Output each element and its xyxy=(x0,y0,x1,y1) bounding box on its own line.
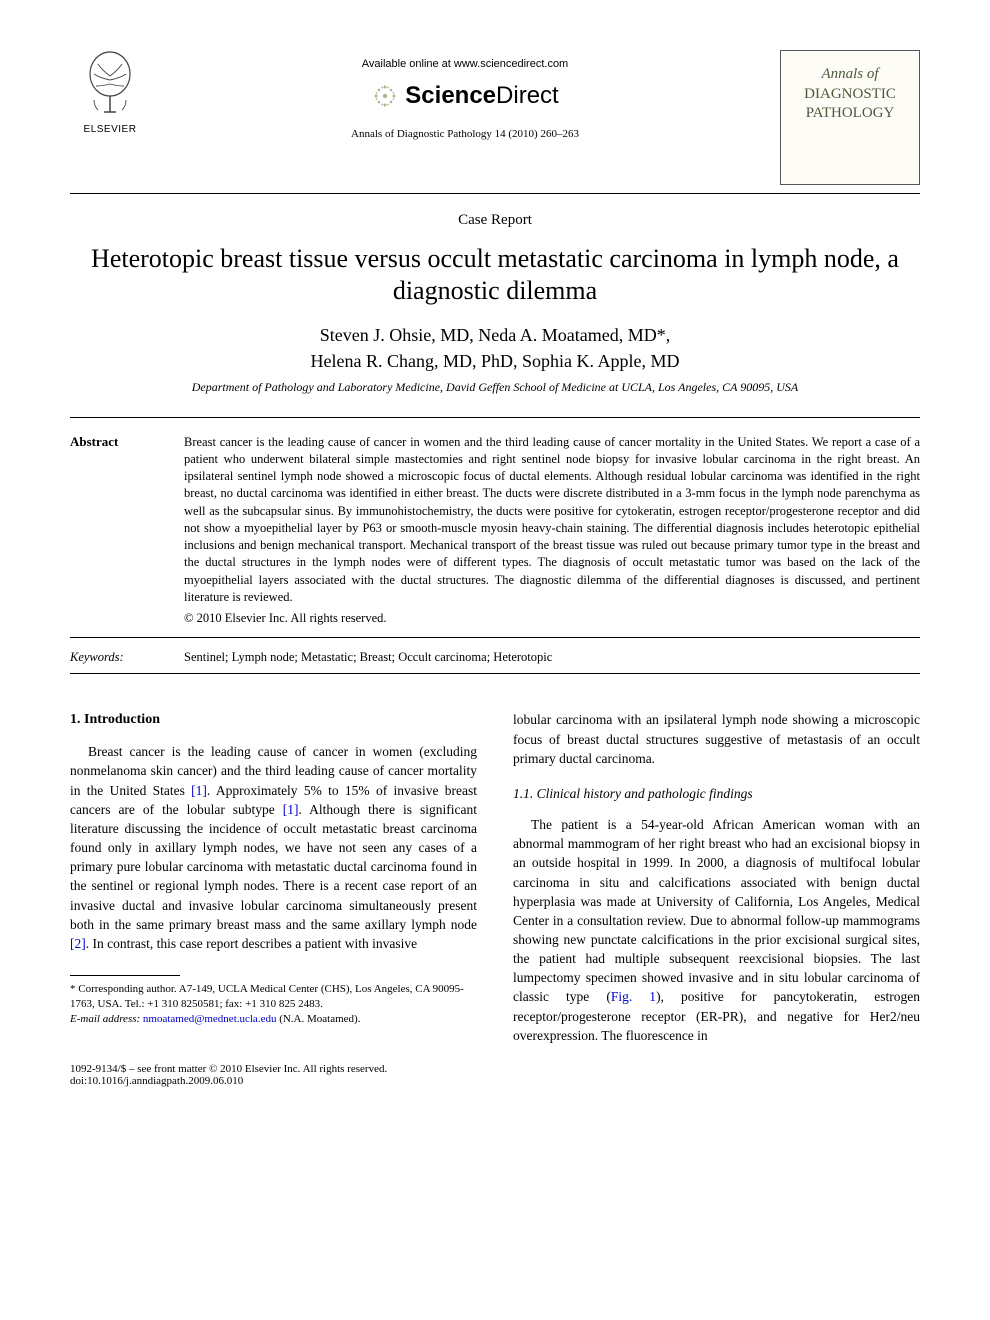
body-columns: 1. Introduction Breast cancer is the lea… xyxy=(70,710,920,1045)
intro-paragraph-cont: lobular carcinoma with an ipsilateral ly… xyxy=(513,710,920,767)
intro-paragraph: Breast cancer is the leading cause of ca… xyxy=(70,742,477,953)
affiliation: Department of Pathology and Laboratory M… xyxy=(70,380,920,395)
keywords-label: Keywords: xyxy=(70,650,160,665)
article-type: Case Report xyxy=(70,212,920,229)
citation-link-2[interactable]: [2] xyxy=(70,936,86,951)
publisher-logo-block: ELSEVIER xyxy=(70,50,150,135)
left-column: 1. Introduction Breast cancer is the lea… xyxy=(70,710,477,1045)
abstract-label: Abstract xyxy=(70,434,160,628)
journal-name: Annals of DIAGNOSTIC PATHOLOGY xyxy=(787,65,913,124)
abstract-text: Breast cancer is the leading cause of ca… xyxy=(184,434,920,628)
citation-line: Annals of Diagnostic Pathology 14 (2010)… xyxy=(150,128,780,140)
footer-left: 1092-9134/$ – see front matter © 2010 El… xyxy=(70,1063,387,1087)
keywords-text: Sentinel; Lymph node; Metastatic; Breast… xyxy=(184,650,552,665)
abstract-copyright: © 2010 Elsevier Inc. All rights reserved… xyxy=(184,610,920,627)
article-title: Heterotopic breast tissue versus occult … xyxy=(70,243,920,308)
header-center: Available online at www.sciencedirect.co… xyxy=(150,50,780,140)
abstract-block: Abstract Breast cancer is the leading ca… xyxy=(70,417,920,639)
page-header: ELSEVIER Available online at www.science… xyxy=(70,50,920,185)
figure-link-1[interactable]: Fig. 1 xyxy=(611,989,656,1004)
right-column: lobular carcinoma with an ipsilateral ly… xyxy=(513,710,920,1045)
email-link[interactable]: nmoatamed@mednet.ucla.edu xyxy=(143,1013,277,1025)
authors: Steven J. Ohsie, MD, Neda A. Moatamed, M… xyxy=(70,322,920,374)
subsection-heading-clinical: 1.1. Clinical history and pathologic fin… xyxy=(513,784,920,803)
publisher-label: ELSEVIER xyxy=(70,124,150,135)
page-footer: 1092-9134/$ – see front matter © 2010 El… xyxy=(70,1063,920,1087)
clinical-paragraph: The patient is a 54-year-old African Ame… xyxy=(513,815,920,1045)
citation-link-1b[interactable]: [1] xyxy=(283,802,299,817)
elsevier-tree-icon xyxy=(80,50,140,120)
sciencedirect-text: ScienceDirect xyxy=(405,82,558,110)
corresponding-author-footnote: * Corresponding author. A7-149, UCLA Med… xyxy=(70,982,477,1027)
keywords-row: Keywords: Sentinel; Lymph node; Metastat… xyxy=(70,642,920,674)
journal-cover-block: Annals of DIAGNOSTIC PATHOLOGY xyxy=(780,50,920,185)
section-heading-intro: 1. Introduction xyxy=(70,710,477,730)
header-rule xyxy=(70,193,920,194)
sciencedirect-burst-icon xyxy=(371,82,399,110)
footnote-separator xyxy=(70,975,180,976)
available-online-text: Available online at www.sciencedirect.co… xyxy=(150,58,780,70)
sciencedirect-logo: ScienceDirect xyxy=(150,82,780,110)
citation-link-1[interactable]: [1] xyxy=(191,783,207,798)
